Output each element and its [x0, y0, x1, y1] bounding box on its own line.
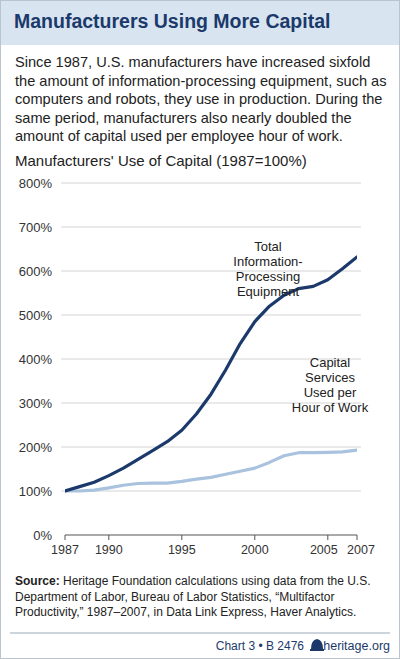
y-tick-label: 0%: [33, 528, 52, 543]
grid-line: [61, 227, 361, 228]
logo-icon: [310, 639, 324, 651]
x-tick-label: 2007: [347, 543, 375, 557]
footer-rule: [10, 633, 390, 634]
source-label: Source:: [15, 574, 60, 588]
title: Manufacturers Using More Capital: [14, 10, 330, 33]
x-tick: [65, 535, 66, 540]
y-tick-label: 700%: [19, 220, 53, 235]
site: heritage.org: [323, 639, 390, 653]
y-tick-label: 300%: [19, 396, 53, 411]
grid-line: [61, 183, 361, 184]
series-label-line: Hour of Work: [292, 400, 369, 415]
x-tick: [254, 535, 255, 540]
x-tick: [108, 535, 109, 540]
x-tick-label: 1990: [95, 543, 123, 557]
x-tick: [181, 535, 182, 540]
y-tick-label: 200%: [19, 440, 53, 455]
y-tick-label: 400%: [19, 352, 53, 367]
y-tick-label: 100%: [19, 484, 53, 499]
logo-base: [310, 649, 324, 651]
grid-line: [61, 315, 361, 316]
series-line: [65, 257, 357, 491]
y-tick-label: 600%: [19, 264, 53, 279]
series-label-line: Information-: [233, 254, 302, 269]
grid-line: [61, 447, 361, 448]
series-line: [65, 450, 357, 491]
x-tick: [327, 535, 328, 540]
series-label-line: Processing: [236, 269, 300, 284]
x-tick-label: 1995: [168, 543, 196, 557]
grid-line: [61, 491, 361, 492]
plot-title: Manufacturers' Use of Capital (1987=100%…: [15, 152, 307, 169]
logo-bell: [311, 639, 323, 649]
source: Source: Heritage Foundation calculations…: [15, 574, 383, 621]
footer: Chart 3 • B 2476: [216, 639, 305, 653]
series-label: CapitalServicesUsed perHour of Work: [292, 355, 369, 415]
x-tick-label: 1987: [51, 543, 79, 557]
series-label-line: Capital: [310, 355, 351, 370]
y-tick-label: 500%: [19, 308, 53, 323]
x-tick: [357, 535, 358, 540]
source-text: Heritage Foundation calculations using d…: [15, 574, 371, 619]
series-label-line: Used per: [304, 385, 357, 400]
series-label-line: Services: [305, 370, 355, 385]
x-tick-label: 2005: [310, 543, 338, 557]
grid-line: [61, 271, 361, 272]
y-tick-label: 800%: [19, 176, 53, 191]
chart: Manufacturers' Use of Capital (1987=100%…: [0, 0, 400, 659]
series-label-line: Equipment: [237, 284, 300, 299]
series-label-line: Total: [254, 239, 282, 254]
series-group: [65, 257, 357, 491]
series-label: TotalInformation-ProcessingEquipment: [233, 239, 302, 299]
x-tick-label: 2000: [241, 543, 269, 557]
subtitle: Since 1987, U.S. manufacturers have incr…: [15, 53, 387, 146]
